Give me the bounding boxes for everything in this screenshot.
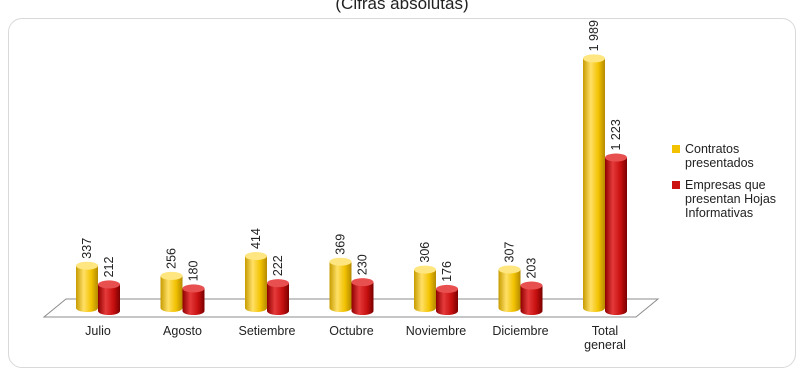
legend-swatch-yellow <box>672 145 680 153</box>
value-label: 1 989 <box>587 20 601 51</box>
category-label: Julio <box>85 324 111 338</box>
value-label: 203 <box>525 258 539 279</box>
category-label: Agosto <box>163 324 202 338</box>
value-label: 307 <box>503 242 517 263</box>
bar-empresas-2 <box>267 279 289 315</box>
bar-body <box>245 256 267 312</box>
bar-top <box>245 252 267 261</box>
value-label: 414 <box>249 228 263 249</box>
bar-top <box>498 265 521 274</box>
bar-body <box>329 261 352 312</box>
bar-contratos-4 <box>414 265 436 312</box>
legend-swatch-red <box>672 181 680 189</box>
bar-top <box>329 257 352 266</box>
bar-top <box>98 280 120 289</box>
bar-contratos-1 <box>160 271 183 312</box>
bar-top <box>351 278 374 287</box>
bar-contratos-0 <box>76 261 98 312</box>
legend-label: Empresas que presentan Hojas Informativa… <box>685 178 777 220</box>
category-labels: Julio Agosto Setiembre Octubre Noviembre Dici… <box>85 324 626 352</box>
bar-body <box>76 265 98 312</box>
bar-empresas-5 <box>520 281 543 315</box>
bar-body <box>98 284 120 315</box>
value-label: 306 <box>418 242 432 263</box>
bar-top <box>520 281 543 290</box>
category-label: Total <box>592 324 618 338</box>
bar-body <box>498 269 521 312</box>
bar-body <box>267 283 289 315</box>
bar-empresas-0 <box>98 280 120 315</box>
bar-body <box>436 288 458 315</box>
bar-top <box>182 284 205 293</box>
bar-body <box>605 157 627 315</box>
bar-body <box>414 269 436 312</box>
bar-body <box>182 288 205 315</box>
category-label: Diciembre <box>492 324 548 338</box>
category-label: general <box>584 338 626 352</box>
bar-empresas-4 <box>436 284 458 315</box>
bar-top <box>267 279 289 288</box>
category-label: Setiembre <box>239 324 296 338</box>
category-label: Noviembre <box>406 324 466 338</box>
bar-top <box>605 153 627 162</box>
bar-empresas-6 <box>605 153 627 315</box>
value-label: 230 <box>356 254 370 275</box>
bar-body <box>583 58 605 313</box>
bars-group <box>76 54 627 315</box>
bar-top <box>76 261 98 270</box>
value-label: 222 <box>271 255 285 276</box>
bar-body <box>351 282 374 315</box>
legend-label: Contratos presentados <box>685 142 754 170</box>
bar-top <box>414 265 436 274</box>
value-label: 1 223 <box>609 119 623 150</box>
category-label: Octubre <box>329 324 374 338</box>
bar-body <box>160 275 183 312</box>
value-label: 212 <box>102 256 116 277</box>
value-label: 337 <box>80 238 94 259</box>
value-labels: 337 212 256 180 414 222 369 230 306 176 307 203 1 98… <box>80 20 623 282</box>
bar-contratos-2 <box>245 252 267 312</box>
bar-top <box>583 54 605 63</box>
value-label: 256 <box>165 248 179 269</box>
legend-item-contratos: Contratos presentados <box>672 142 754 170</box>
bar-body <box>520 285 543 315</box>
bar-contratos-3 <box>329 257 352 312</box>
chart-title-cut: (Cifras absolutas) <box>335 0 469 13</box>
bar-empresas-3 <box>351 278 374 315</box>
bar-top <box>160 271 183 280</box>
value-label: 180 <box>187 261 201 282</box>
bar-contratos-6 <box>583 54 605 313</box>
bar-empresas-1 <box>182 284 205 315</box>
bar-contratos-5 <box>498 265 521 312</box>
bar-top <box>436 284 458 293</box>
value-label: 176 <box>440 261 454 282</box>
legend-item-empresas: Empresas que presentan Hojas Informativa… <box>672 178 776 220</box>
value-label: 369 <box>334 234 348 255</box>
